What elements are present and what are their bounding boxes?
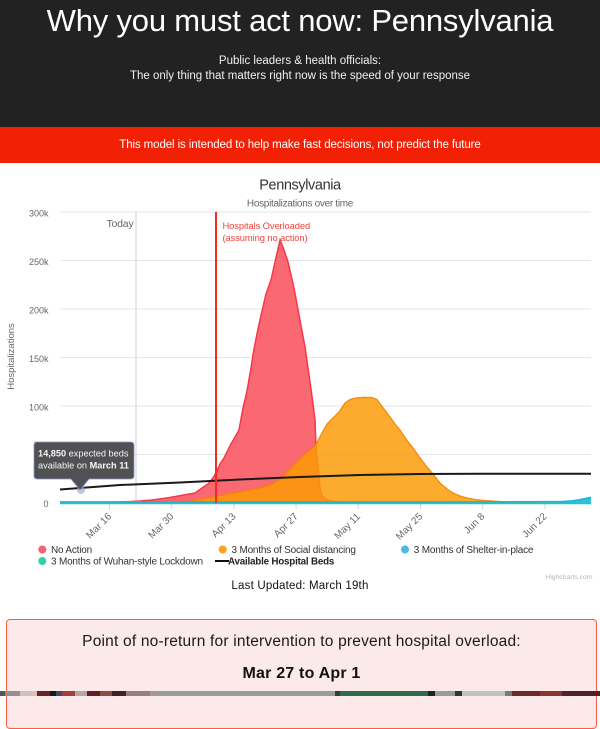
svg-text:Mar 16: Mar 16 [84, 511, 114, 541]
svg-text:May 11: May 11 [332, 511, 363, 542]
svg-text:14,850 expected beds: 14,850 expected beds [38, 449, 129, 459]
svg-text:0: 0 [43, 499, 48, 509]
svg-text:3 Months of Shelter-in-place: 3 Months of Shelter-in-place [414, 545, 534, 556]
svg-text:available on March 11: available on March 11 [38, 461, 129, 471]
svg-text:250k: 250k [29, 257, 49, 267]
svg-text:Mar 30: Mar 30 [147, 511, 177, 541]
svg-text:150k: 150k [29, 354, 49, 364]
svg-text:3 Months of Wuhan-style Lockdo: 3 Months of Wuhan-style Lockdown [51, 557, 203, 568]
svg-text:100k: 100k [29, 403, 49, 413]
svg-text:May 25: May 25 [394, 511, 425, 542]
svg-text:Apr 13: Apr 13 [210, 511, 239, 540]
svg-text:Hospitalizations: Hospitalizations [6, 323, 17, 390]
svg-text:200k: 200k [29, 306, 49, 316]
svg-text:Hospitalizations over time: Hospitalizations over time [247, 199, 354, 210]
svg-text:Pennsylvania: Pennsylvania [259, 178, 342, 194]
svg-text:Available Hospital Beds: Available Hospital Beds [228, 557, 335, 568]
svg-text:Jun 22: Jun 22 [521, 511, 550, 540]
svg-text:3 Months of Social distancing: 3 Months of Social distancing [232, 545, 356, 556]
svg-text:Jun 8: Jun 8 [462, 511, 487, 536]
svg-text:Highcharts.com: Highcharts.com [545, 574, 593, 581]
svg-text:(assuming no action): (assuming no action) [223, 232, 308, 243]
svg-text:Today: Today [106, 218, 134, 230]
svg-text:Apr 27: Apr 27 [272, 511, 301, 540]
svg-text:300k: 300k [29, 209, 49, 219]
svg-text:Hospitals Overloaded: Hospitals Overloaded [223, 220, 311, 231]
svg-text:No Action: No Action [51, 545, 92, 556]
